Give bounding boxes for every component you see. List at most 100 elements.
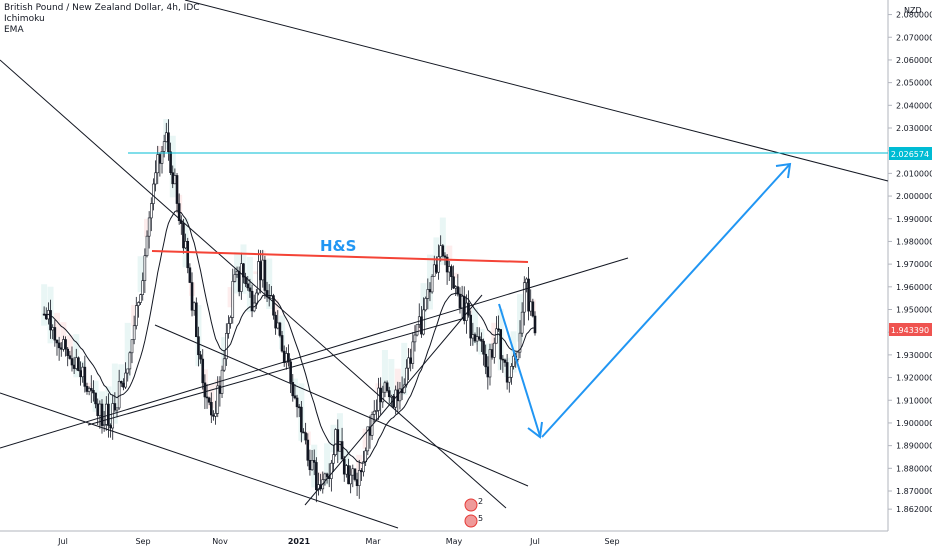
candle <box>516 351 520 363</box>
candle <box>156 145 160 185</box>
candle <box>68 350 72 360</box>
trendline-channel-lower[interactable] <box>0 392 399 529</box>
target-price-badge: 2.026574 <box>889 147 932 160</box>
candle <box>531 298 535 318</box>
candle <box>366 426 370 456</box>
candle <box>349 465 352 494</box>
candle <box>505 354 509 390</box>
candle <box>212 410 215 421</box>
event-badge-icon[interactable] <box>464 498 478 512</box>
candle <box>447 261 451 281</box>
candle <box>522 276 526 326</box>
price-tick-label: 2.050000 <box>896 79 932 88</box>
event-markers[interactable]: 2 5 <box>464 497 483 528</box>
candle <box>158 153 162 177</box>
cloud-segment <box>343 449 350 470</box>
candle <box>55 339 59 356</box>
candle <box>527 267 530 321</box>
up-arrow-line[interactable] <box>541 163 791 438</box>
down-arrow-line[interactable] <box>498 303 541 437</box>
event-badge-count-1: 2 <box>478 497 483 506</box>
candle <box>315 457 318 503</box>
candle <box>407 348 410 381</box>
cloud-segment <box>381 349 388 391</box>
candle <box>126 368 130 382</box>
price-tick-label: 1.920000 <box>896 374 932 383</box>
candle <box>488 343 492 386</box>
candle <box>83 355 87 393</box>
trendline-channel-upper[interactable] <box>154 324 529 487</box>
candle <box>139 293 142 306</box>
candle <box>77 356 80 372</box>
cloud-segment <box>266 258 273 309</box>
chart-legend[interactable]: British Pound / New Zealand Dollar, 4h, … <box>4 3 200 36</box>
cloud-segment <box>253 271 260 275</box>
candle <box>422 297 425 336</box>
trendline-top-descending[interactable] <box>184 0 889 182</box>
price-tick-label: 2.010000 <box>896 169 932 178</box>
candle <box>152 178 155 211</box>
candle <box>160 146 164 174</box>
candle <box>310 449 314 471</box>
candle <box>64 336 67 357</box>
cloud-segment <box>452 272 459 279</box>
candle <box>417 303 421 329</box>
candle <box>137 301 140 318</box>
indicator-ichimoku[interactable]: Ichimoku <box>4 14 45 24</box>
time-axis[interactable]: Jul Sep Nov 2021 Mar May Jul Sep <box>0 530 888 546</box>
candle <box>199 350 202 364</box>
target-price-text: 2.026574 <box>891 150 929 159</box>
cloud-segment <box>66 335 73 356</box>
price-axis[interactable]: 2.080000 2.070000 2.060000 2.050000 2.040000… <box>887 0 932 531</box>
candle <box>134 296 138 330</box>
candle <box>525 277 528 293</box>
candle <box>190 272 194 317</box>
candle <box>149 197 153 232</box>
candle <box>285 347 288 370</box>
trendline-rising-wedge-lower[interactable] <box>304 294 483 506</box>
candle <box>450 264 453 290</box>
trendlines[interactable] <box>0 0 889 529</box>
candle <box>452 265 455 290</box>
candle <box>300 401 303 443</box>
indicator-ema[interactable]: EMA <box>4 25 24 35</box>
candle <box>220 365 224 399</box>
candle <box>413 325 417 352</box>
trendline-descending-left[interactable] <box>0 59 507 509</box>
candle <box>66 347 69 367</box>
candle <box>293 384 297 400</box>
trendline-mid[interactable] <box>87 317 466 426</box>
candle <box>128 351 132 376</box>
candle <box>383 380 387 398</box>
price-tick-label: 2.040000 <box>896 101 932 110</box>
cloud-segment <box>137 256 144 293</box>
candle <box>229 315 232 329</box>
candle <box>263 255 267 299</box>
candle <box>295 394 299 418</box>
candle <box>364 447 367 466</box>
hs-pattern-label[interactable]: H&S <box>320 237 356 255</box>
flag-icon-gb[interactable] <box>464 514 478 528</box>
candle <box>368 415 372 449</box>
candle <box>201 349 205 390</box>
hs-neckline[interactable] <box>151 250 529 263</box>
projection-arrows[interactable] <box>498 162 792 439</box>
candle <box>250 284 254 318</box>
candle <box>70 346 74 372</box>
trendline-rising-wedge-upper[interactable] <box>0 257 629 449</box>
cloud-segment <box>426 254 433 310</box>
cloud-segment <box>227 287 234 308</box>
candle <box>336 419 340 464</box>
cloud-segment <box>324 443 331 486</box>
price-tick-label: 1.960000 <box>896 283 932 292</box>
candle <box>124 362 127 389</box>
cloud-segment <box>394 368 401 392</box>
symbol-title[interactable]: British Pound / New Zealand Dollar, 4h, … <box>4 3 200 13</box>
candle <box>280 330 284 353</box>
price-tick-label: 1.862000 <box>896 505 932 514</box>
candlestick-series <box>42 119 537 503</box>
time-tick-label: Nov <box>212 537 228 546</box>
cloud-segment <box>53 312 60 338</box>
